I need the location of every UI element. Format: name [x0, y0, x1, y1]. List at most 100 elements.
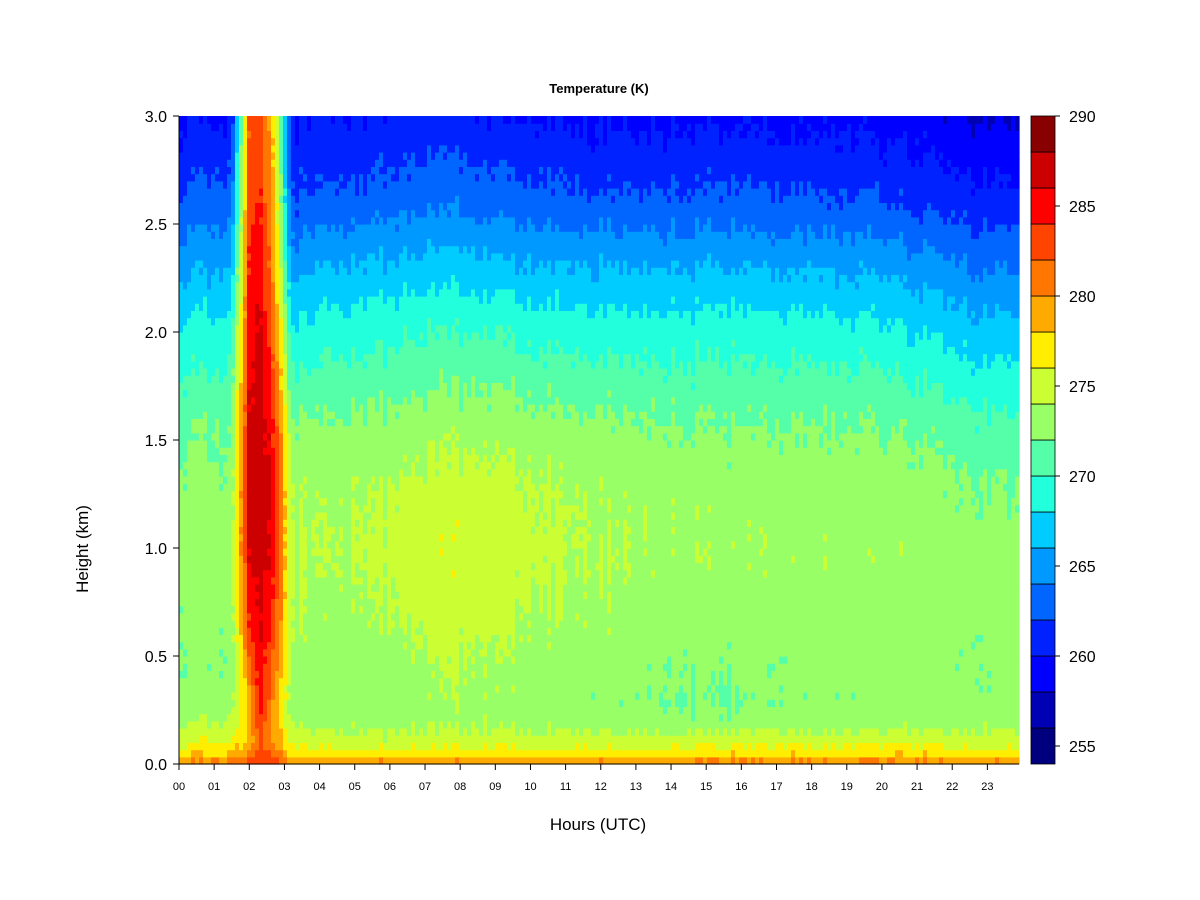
heatmap-cell	[203, 425, 208, 434]
heatmap-cell	[219, 634, 224, 643]
heatmap-cell	[223, 591, 228, 599]
heatmap-cell	[335, 159, 340, 167]
heatmap-cell	[195, 339, 200, 347]
heatmap-cell	[183, 483, 188, 491]
heatmap-cell	[375, 180, 380, 189]
heatmap-cell	[351, 533, 356, 542]
heatmap-cell	[251, 512, 256, 520]
heatmap-cell	[247, 461, 252, 470]
heatmap-cell	[235, 324, 240, 333]
heatmap-cell	[251, 519, 256, 527]
heatmap-cell	[191, 684, 196, 693]
heatmap-cell	[187, 274, 192, 283]
heatmap-cell	[219, 591, 224, 599]
heatmap-cell	[311, 605, 316, 614]
heatmap-cell	[259, 663, 264, 671]
heatmap-cell	[371, 742, 376, 751]
heatmap-cell	[223, 749, 228, 758]
heatmap-cell	[399, 576, 404, 585]
heatmap-cell	[207, 238, 212, 247]
heatmap-cell	[235, 670, 240, 679]
heatmap-cell	[263, 396, 268, 405]
heatmap-cell	[307, 360, 312, 369]
heatmap-cell	[183, 274, 188, 283]
heatmap-cell	[343, 274, 348, 283]
heatmap-cell	[263, 728, 268, 736]
heatmap-cell	[331, 216, 336, 225]
heatmap-cell	[347, 360, 352, 369]
heatmap-cell	[395, 742, 400, 751]
heatmap-cell	[283, 569, 288, 578]
heatmap-cell	[367, 468, 372, 477]
heatmap-cell	[299, 706, 304, 715]
heatmap-cell	[299, 238, 304, 247]
heatmap-cell	[231, 548, 236, 556]
heatmap-cell	[347, 152, 352, 160]
heatmap-cell	[343, 684, 348, 693]
heatmap-cell	[375, 274, 380, 283]
heatmap-cell	[235, 123, 240, 131]
heatmap-cell	[247, 296, 252, 304]
heatmap-cell	[179, 296, 184, 304]
heatmap-cell	[211, 389, 216, 398]
heatmap-cell	[375, 245, 380, 254]
heatmap-cell	[291, 598, 296, 607]
heatmap-cell	[303, 548, 308, 556]
heatmap-cell	[319, 425, 324, 434]
heatmap-cell	[291, 519, 296, 527]
heatmap-cell	[351, 454, 356, 463]
heatmap-cell	[179, 663, 184, 671]
heatmap-cell	[295, 584, 300, 592]
heatmap-cell	[363, 281, 368, 290]
heatmap-cell	[279, 497, 284, 506]
heatmap-cell	[395, 584, 400, 592]
heatmap-cell	[355, 245, 360, 254]
heatmap-cell	[391, 310, 396, 319]
heatmap-cell	[311, 713, 316, 722]
heatmap-cell	[223, 324, 228, 333]
heatmap-cell	[283, 562, 288, 571]
heatmap-cell	[195, 663, 200, 671]
heatmap-cell	[299, 591, 304, 599]
heatmap-cell	[215, 684, 220, 693]
heatmap-cell	[367, 224, 372, 232]
heatmap-cell	[195, 562, 200, 571]
heatmap-cell	[327, 684, 332, 693]
heatmap-cell	[323, 411, 328, 419]
heatmap-cell	[395, 627, 400, 635]
heatmap-cell	[343, 728, 348, 736]
heatmap-cell	[251, 296, 256, 304]
heatmap-cell	[319, 677, 324, 686]
heatmap-cell	[331, 288, 336, 297]
heatmap-cell	[235, 317, 240, 326]
heatmap-cell	[219, 375, 224, 383]
heatmap-cell	[203, 677, 208, 686]
heatmap-cell	[267, 418, 272, 427]
heatmap-cell	[239, 396, 244, 405]
heatmap-cell	[299, 483, 304, 491]
heatmap-cell	[395, 166, 400, 175]
heatmap-cell	[303, 468, 308, 477]
heatmap-cell	[263, 425, 268, 434]
heatmap-cell	[315, 569, 320, 578]
heatmap-cell	[191, 195, 196, 203]
heatmap-cell	[235, 339, 240, 347]
heatmap-cell	[339, 519, 344, 527]
heatmap-cell	[267, 368, 272, 376]
heatmap-cell	[379, 490, 384, 499]
heatmap-cell	[295, 555, 300, 563]
heatmap-cell	[287, 224, 292, 232]
heatmap-cell	[287, 173, 292, 182]
heatmap-cell	[191, 648, 196, 657]
heatmap-cell	[211, 310, 216, 319]
heatmap-cell	[267, 332, 272, 340]
heatmap-cell	[387, 461, 392, 470]
heatmap-cell	[279, 634, 284, 643]
heatmap-cell	[291, 353, 296, 362]
heatmap-cell	[295, 396, 300, 405]
heatmap-cell	[267, 713, 272, 722]
heatmap-cell	[191, 540, 196, 549]
heatmap-cell	[271, 432, 276, 441]
heatmap-cell	[367, 173, 372, 182]
heatmap-cell	[191, 296, 196, 304]
